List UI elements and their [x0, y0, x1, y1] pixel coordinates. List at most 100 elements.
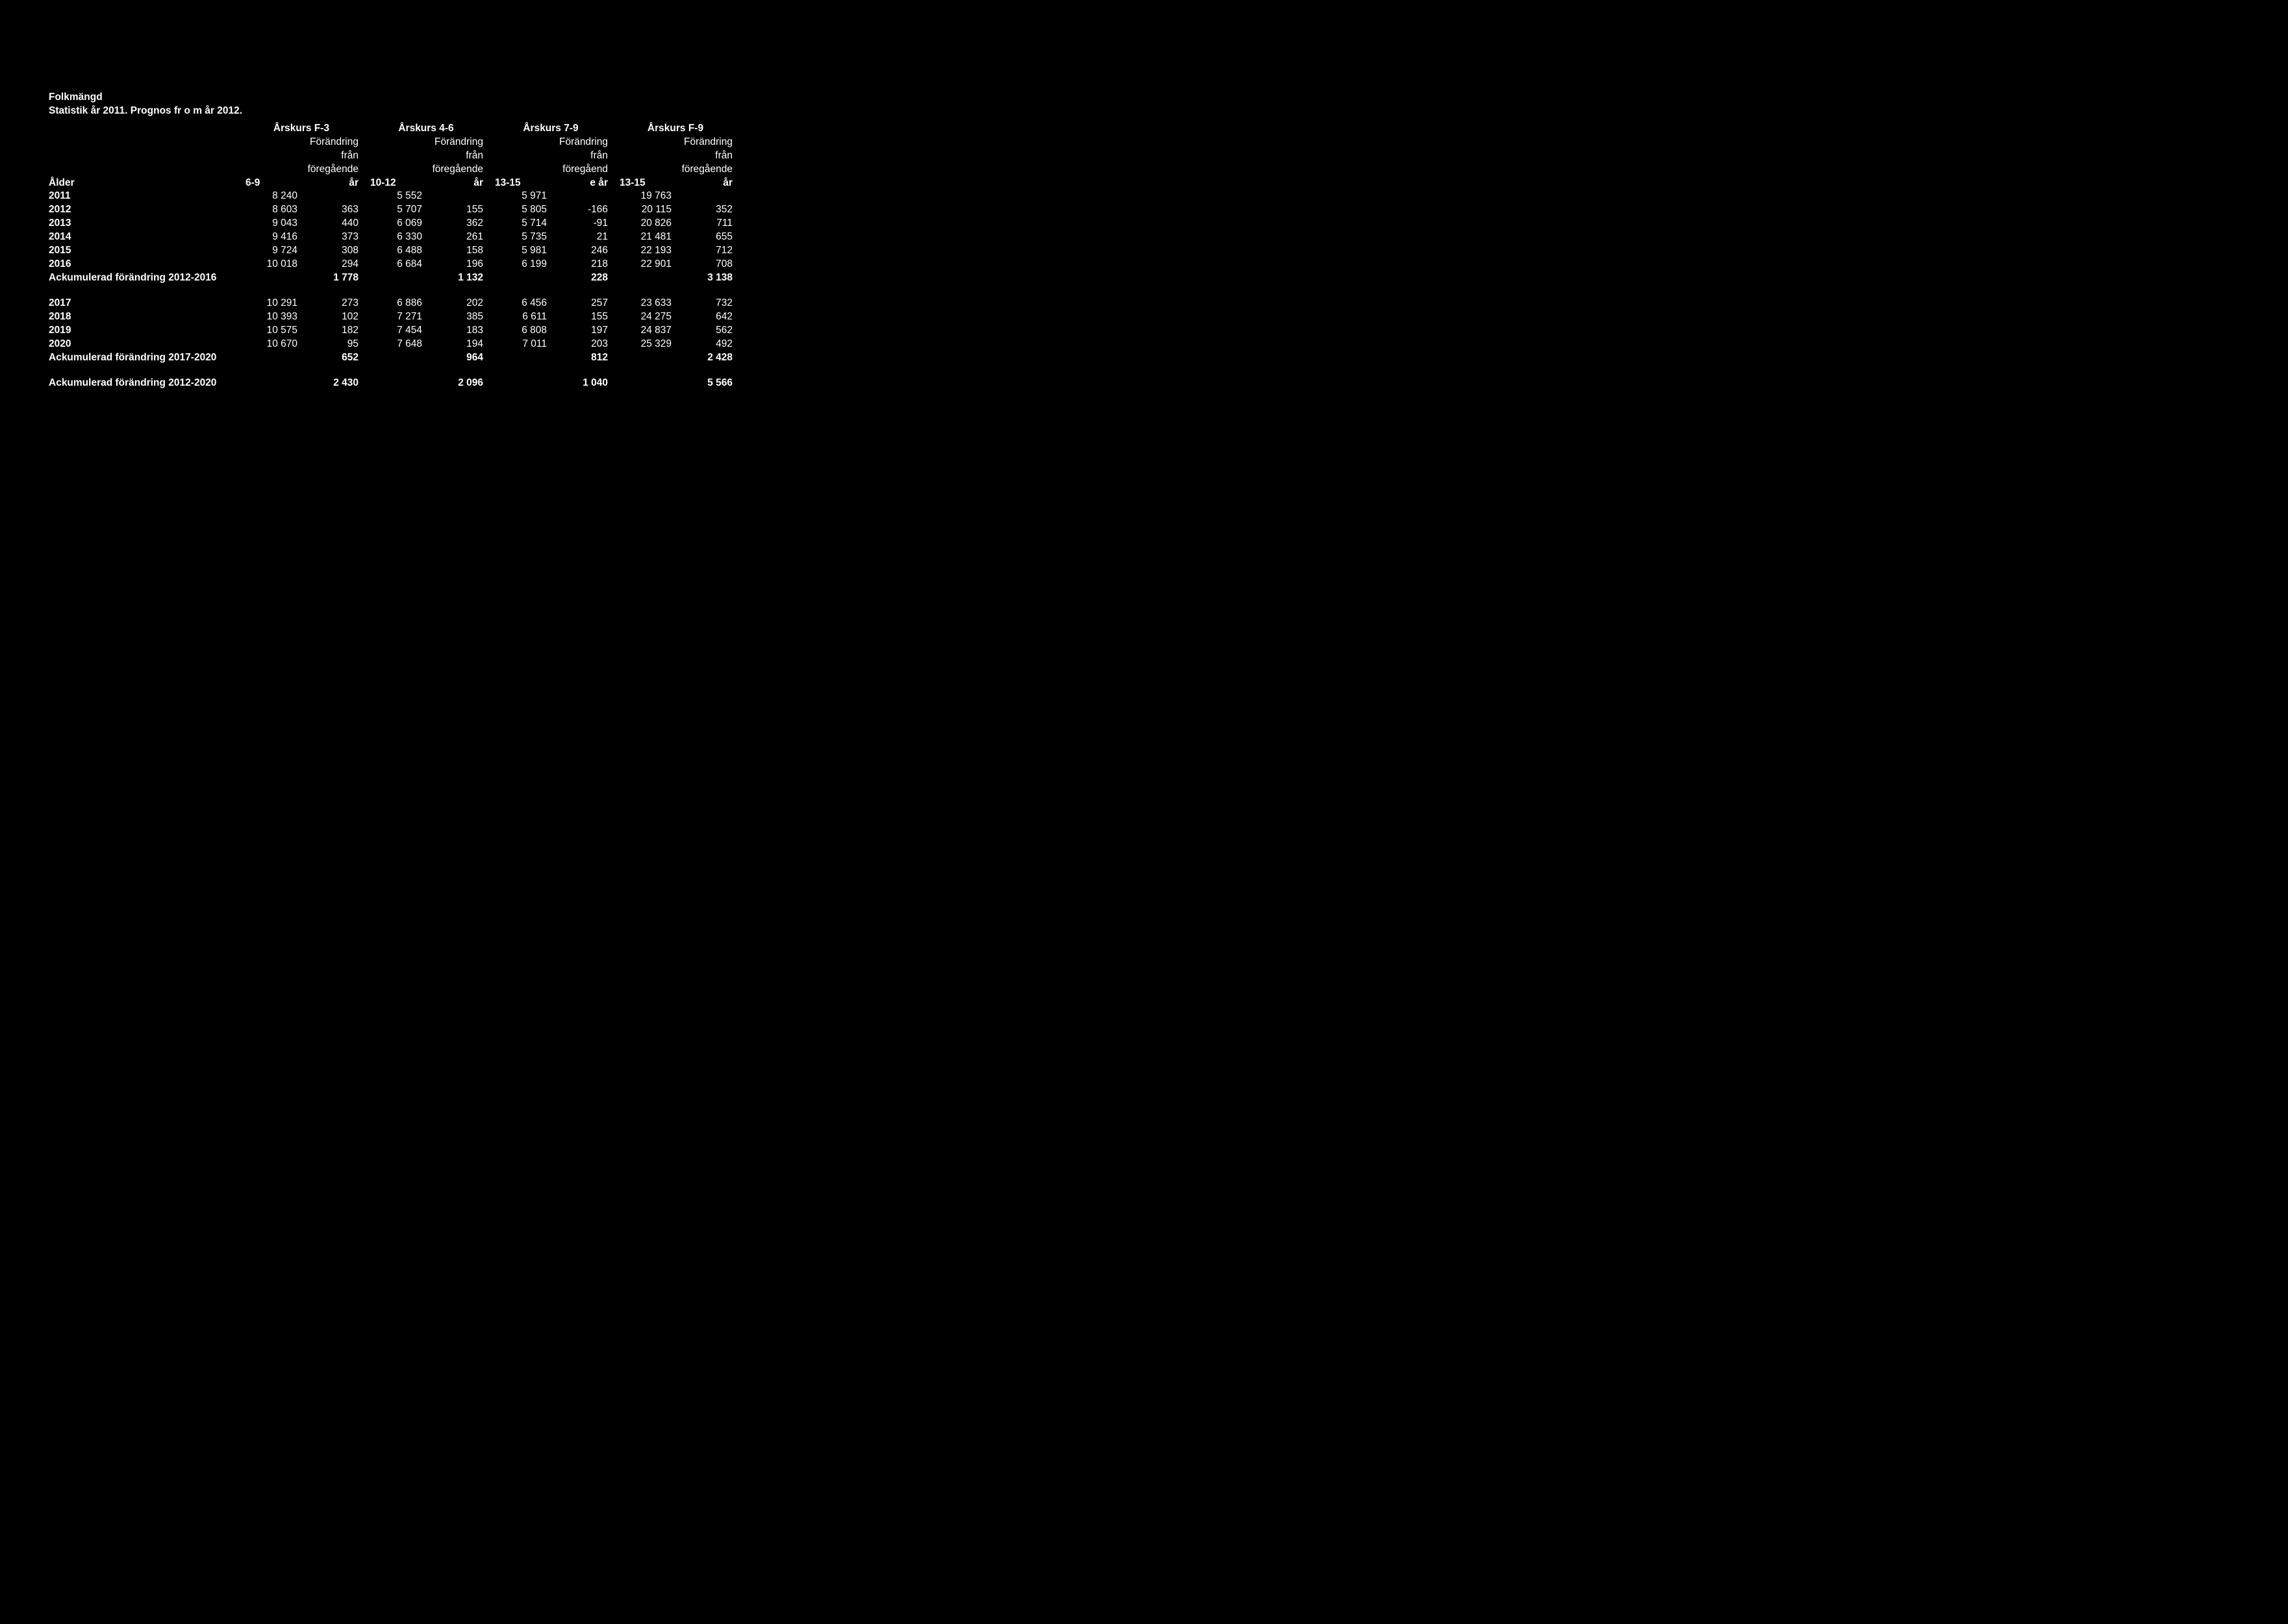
chg-hdr-3b: från — [674, 149, 739, 163]
chg-hdr-3c: föregående — [674, 163, 739, 177]
change-cell: -166 — [549, 203, 614, 217]
age-2: 13-15 — [490, 177, 549, 190]
age-3: 13-15 — [614, 177, 674, 190]
chg-hdr-2d: e år — [549, 177, 614, 190]
value-cell: 10 291 — [240, 297, 300, 310]
value-cell: 6 684 — [365, 258, 425, 271]
row-header-label: Ålder — [49, 177, 240, 190]
table-row: 20128 6033635 7071555 805-16620 115352 — [49, 203, 739, 217]
group-header-2: Årskurs 7-9 — [490, 122, 614, 136]
change-cell: 155 — [549, 310, 614, 324]
change-cell — [549, 190, 614, 203]
change-cell: -91 — [549, 217, 614, 231]
chg-hdr-1b: från — [425, 149, 490, 163]
value-cell: 9 416 — [240, 231, 300, 244]
value-cell: 7 271 — [365, 310, 425, 324]
change-cell: 196 — [425, 258, 490, 271]
header-row-change-2: från från från från — [49, 149, 739, 163]
value-cell: 24 837 — [614, 324, 674, 338]
value-cell: 7 648 — [365, 338, 425, 351]
row-year-label: 2012 — [49, 203, 240, 217]
value-cell: 10 018 — [240, 258, 300, 271]
value-cell: 10 575 — [240, 324, 300, 338]
chg-hdr-3d: år — [674, 177, 739, 190]
value-cell: 6 488 — [365, 244, 425, 258]
change-cell: 642 — [674, 310, 739, 324]
chg-hdr-2a: Förändring — [549, 136, 614, 149]
table-row: 20159 7243086 4881585 98124622 193712 — [49, 244, 739, 258]
change-cell: 183 — [425, 324, 490, 338]
age-0: 6-9 — [240, 177, 300, 190]
row-year-label: 2019 — [49, 324, 240, 338]
sum2-v7: 2 428 — [674, 351, 739, 365]
change-cell: 197 — [549, 324, 614, 338]
value-cell: 8 240 — [240, 190, 300, 203]
table-row: 201710 2912736 8862026 45625723 633732 — [49, 297, 739, 310]
change-cell: 158 — [425, 244, 490, 258]
change-cell: 362 — [425, 217, 490, 231]
value-cell: 20 115 — [614, 203, 674, 217]
sum2-v4 — [490, 351, 549, 365]
value-cell: 5 714 — [490, 217, 549, 231]
change-cell — [300, 190, 365, 203]
change-cell: 492 — [674, 338, 739, 351]
title-line-1: Folkmängd — [49, 91, 2288, 105]
age-1: 10-12 — [365, 177, 425, 190]
value-cell: 6 199 — [490, 258, 549, 271]
value-cell: 22 193 — [614, 244, 674, 258]
sum3-label: Ackumulerad förändring 2012-2020 — [49, 377, 240, 390]
sum2-v1: 652 — [300, 351, 365, 365]
table-row: 201810 3931027 2713856 61115524 275642 — [49, 310, 739, 324]
value-cell: 5 735 — [490, 231, 549, 244]
sum1-v4 — [490, 271, 549, 285]
change-cell: 194 — [425, 338, 490, 351]
value-cell: 25 329 — [614, 338, 674, 351]
chg-hdr-0d: år — [300, 177, 365, 190]
sum-row-1: Ackumulerad förändring 2012-2016 1 778 1… — [49, 271, 739, 285]
row-year-label: 2017 — [49, 297, 240, 310]
change-cell: 95 — [300, 338, 365, 351]
value-cell: 6 808 — [490, 324, 549, 338]
change-cell: 373 — [300, 231, 365, 244]
group-header-0: Årskurs F-3 — [240, 122, 365, 136]
change-cell: 182 — [300, 324, 365, 338]
sum3-v4 — [490, 377, 549, 390]
sum2-label: Ackumulerad förändring 2017-2020 — [49, 351, 240, 365]
chg-hdr-2c: föregåend — [549, 163, 614, 177]
value-cell: 9 043 — [240, 217, 300, 231]
sum2-v6 — [614, 351, 674, 365]
header-row-age: Ålder 6-9 år 10-12 år 13-15 e år 13-15 å… — [49, 177, 739, 190]
value-cell: 10 670 — [240, 338, 300, 351]
change-cell: 363 — [300, 203, 365, 217]
chg-hdr-1a: Förändring — [425, 136, 490, 149]
sum1-v5: 228 — [549, 271, 614, 285]
chg-hdr-0a: Förändring — [300, 136, 365, 149]
change-cell: 708 — [674, 258, 739, 271]
value-cell: 5 981 — [490, 244, 549, 258]
change-cell: 562 — [674, 324, 739, 338]
change-cell: 261 — [425, 231, 490, 244]
value-cell: 5 805 — [490, 203, 549, 217]
population-table: Årskurs F-3 Årskurs 4-6 Årskurs 7-9 Årsk… — [49, 122, 739, 390]
sum1-v2 — [365, 271, 425, 285]
sum2-v5: 812 — [549, 351, 614, 365]
group-header-1: Årskurs 4-6 — [365, 122, 490, 136]
sum1-v6 — [614, 271, 674, 285]
chg-hdr-2b: från — [549, 149, 614, 163]
row-year-label: 2020 — [49, 338, 240, 351]
sum3-v3: 2 096 — [425, 377, 490, 390]
value-cell: 24 275 — [614, 310, 674, 324]
value-cell: 7 454 — [365, 324, 425, 338]
change-cell — [425, 190, 490, 203]
header-row-change-3: föregående föregående föregåend föregåen… — [49, 163, 739, 177]
change-cell: 202 — [425, 297, 490, 310]
sum1-v3: 1 132 — [425, 271, 490, 285]
value-cell: 6 456 — [490, 297, 549, 310]
table-row: 202010 670957 6481947 01120325 329492 — [49, 338, 739, 351]
row-year-label: 2014 — [49, 231, 240, 244]
change-cell: 732 — [674, 297, 739, 310]
chg-hdr-1d: år — [425, 177, 490, 190]
sum3-v5: 1 040 — [549, 377, 614, 390]
change-cell: 246 — [549, 244, 614, 258]
sum-row-3: Ackumulerad förändring 2012-2020 2 430 2… — [49, 377, 739, 390]
